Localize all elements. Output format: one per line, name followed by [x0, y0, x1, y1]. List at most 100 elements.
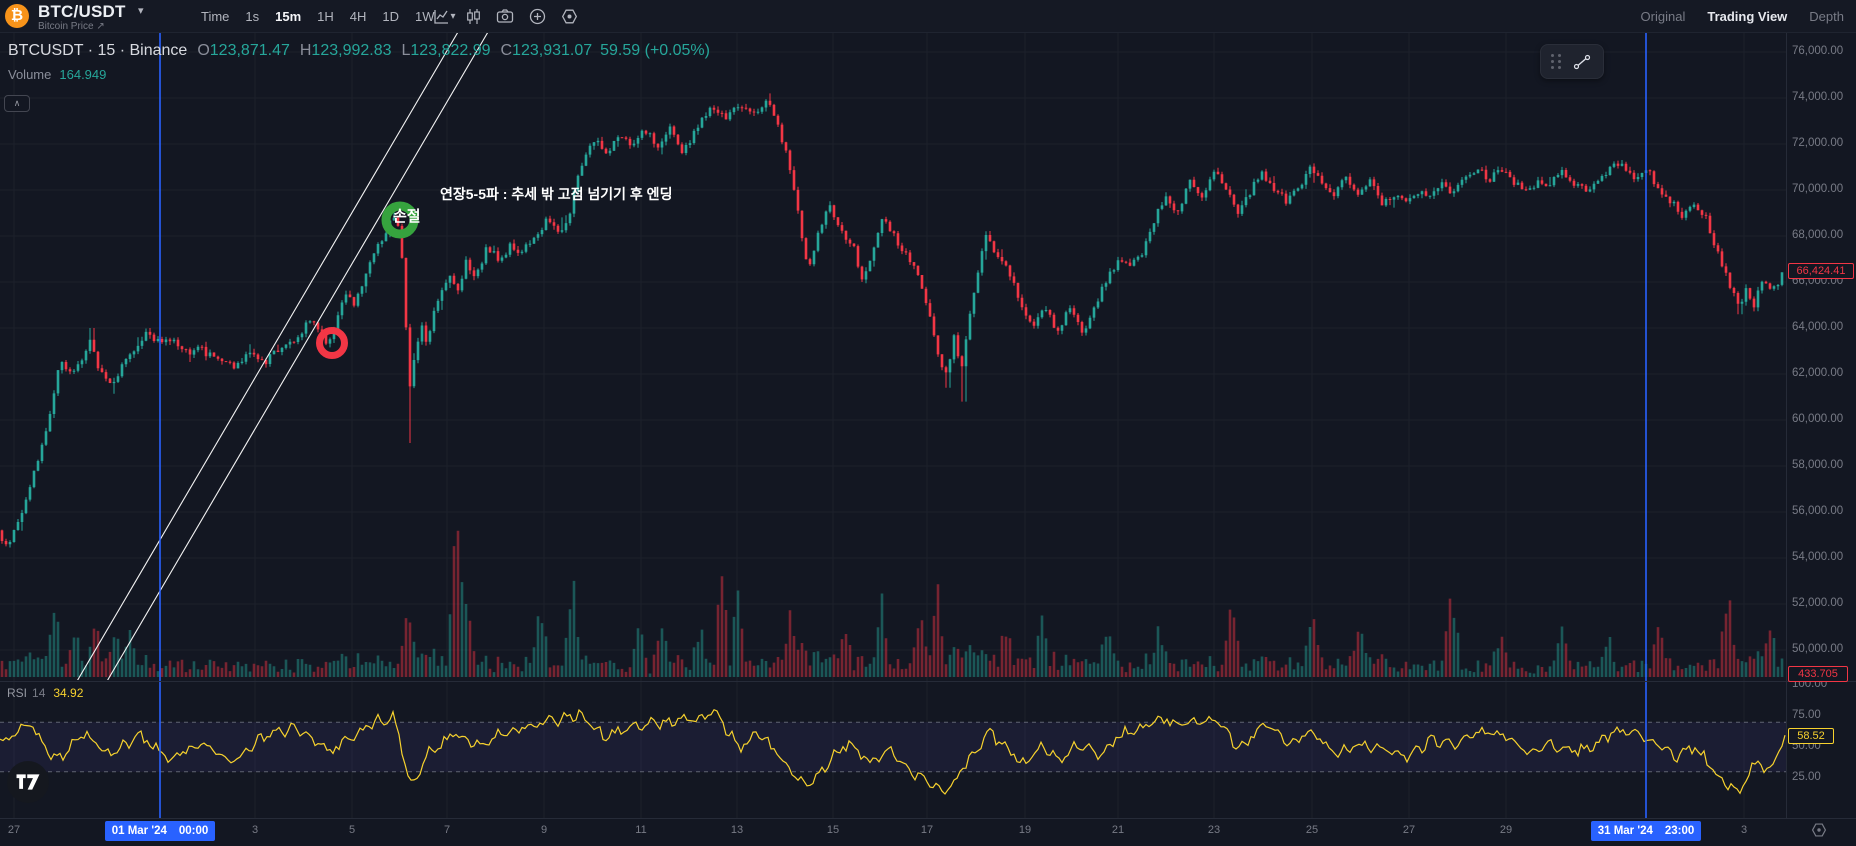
interval-button-1d[interactable]: 1D: [382, 8, 400, 24]
time-axis-tick: 17: [920, 824, 934, 836]
price-axis-tick: 76,000.00: [1792, 45, 1844, 57]
time-axis-tick: 3: [251, 824, 259, 836]
price-axis-tick: 50,000.00: [1792, 643, 1844, 655]
price-axis-tick: 70,000.00: [1792, 183, 1844, 195]
bitcoin-logo-icon: ₿: [5, 4, 29, 28]
tab-trading-view[interactable]: Trading View: [1707, 8, 1788, 24]
rsi-length: 14: [32, 686, 46, 700]
interval-button-1w[interactable]: 1W: [415, 8, 435, 24]
legend-symbol: BTCUSDT · 15 · Binance: [8, 42, 188, 59]
marker-time: 00:00: [178, 825, 209, 837]
time-axis-tick: 3: [1740, 824, 1748, 836]
volume-value: 164.949: [59, 67, 107, 82]
time-marker-label-end[interactable]: 31 Mar '24 23:00: [1591, 821, 1701, 841]
collapse-legend-button[interactable]: ∧: [4, 95, 30, 112]
interval-button-1h[interactable]: 1H: [317, 8, 334, 24]
interval-switcher: Time 1s 15m 1H 4H 1D 1W ▾: [195, 0, 462, 32]
trend-channel-lines[interactable]: [73, 32, 489, 688]
time-axis[interactable]: [0, 819, 1856, 846]
price-axis-tick: 62,000.00: [1792, 367, 1844, 379]
time-axis-tick: 21: [1111, 824, 1125, 836]
price-axis-tick: 72,000.00: [1792, 137, 1844, 149]
interval-dropdown-caret[interactable]: ▾: [450, 10, 456, 22]
settings-gear-icon[interactable]: [556, 3, 582, 29]
camera-snapshot-icon[interactable]: [492, 3, 518, 29]
ohlc-value: 123,992.83: [311, 42, 392, 59]
ohlc-key: C: [500, 42, 513, 59]
external-link-icon: ↗: [96, 21, 105, 32]
marker-date: 31 Mar '24: [1597, 825, 1653, 837]
chart-annotation[interactable]: 손절: [393, 208, 421, 225]
volume-histogram: [0, 530, 1784, 677]
time-axis-border: [0, 818, 1856, 819]
pane-separator[interactable]: [0, 681, 1856, 682]
time-axis-tick: 27: [1402, 824, 1416, 836]
volume-label: Volume: [8, 67, 52, 82]
trend-line-tool-icon[interactable]: [1571, 52, 1593, 72]
time-axis-tick: 15: [826, 824, 840, 836]
chart-legend[interactable]: BTCUSDT · 15 · Binance O123,871.47 H123,99…: [8, 42, 710, 60]
indicator-chart-icon[interactable]: [428, 3, 454, 29]
candlestick-series: [0, 93, 1784, 548]
time-axis-tick: 5: [348, 824, 356, 836]
interval-button-time[interactable]: Time: [201, 8, 230, 24]
add-plus-icon[interactable]: [524, 3, 550, 29]
marker-time: 23:00: [1664, 825, 1695, 837]
tradingview-logo[interactable]: [7, 761, 49, 803]
circle-markers[interactable]: [316, 201, 419, 359]
drag-handle-icon[interactable]: [1550, 54, 1562, 69]
grid-lines: [0, 32, 1786, 818]
price-axis-border: [1786, 32, 1787, 846]
rsi-axis-label: 58.52: [1788, 728, 1834, 744]
rsi-band: [0, 721, 1786, 773]
rsi-axis-tick: 25.00: [1792, 771, 1821, 783]
top-toolbar: ₿ BTC/USDT ▾ Bitcoin Price ↗ Time 1s 15m 1H…: [0, 0, 1856, 33]
time-axis-tick: 7: [443, 824, 451, 836]
symbol-title[interactable]: BTC/USDT: [38, 2, 126, 21]
legend-change: 59.59 (+0.05%): [600, 42, 710, 59]
interval-button-15m[interactable]: 15m: [275, 8, 302, 24]
ohlc-key: H: [299, 42, 312, 59]
time-axis-tick: 9: [540, 824, 548, 836]
view-tab-bar: Original Trading View Depth: [1641, 0, 1844, 32]
chevron-down-icon[interactable]: ▾: [138, 5, 144, 17]
interval-button-1s[interactable]: 1s: [245, 8, 260, 24]
axis-settings-gear-icon[interactable]: [1811, 822, 1827, 843]
candlestick-style-icon[interactable]: [460, 3, 486, 29]
symbol-subtitle[interactable]: Bitcoin Price ↗: [38, 21, 105, 32]
time-axis-tick: 19: [1018, 824, 1032, 836]
ohlc-value: 123,871.47: [209, 42, 290, 59]
tab-original[interactable]: Original: [1640, 8, 1686, 24]
time-axis-tick: 11: [635, 824, 647, 836]
rsi-axis-tick: 75.00: [1792, 709, 1821, 721]
price-axis-tick: 58,000.00: [1792, 459, 1844, 471]
price-axis-tick: 56,000.00: [1792, 505, 1844, 517]
rsi-legend[interactable]: RSI 14 34.92: [7, 686, 83, 700]
vertical-event-lines[interactable]: [159, 32, 1647, 818]
price-axis-tick: 74,000.00: [1792, 91, 1844, 103]
time-axis-tick: 13: [730, 824, 744, 836]
price-axis-tick: 68,000.00: [1792, 229, 1844, 241]
toolbar-icons: [428, 3, 582, 29]
drawing-toolbar-widget[interactable]: [1540, 44, 1604, 79]
price-axis-tick: 54,000.00: [1792, 551, 1844, 563]
time-axis-tick: 25: [1305, 824, 1319, 836]
time-marker-label-start[interactable]: 01 Mar '24 00:00: [105, 821, 215, 841]
rsi-line: [0, 708, 1786, 795]
volume-axis-label: 433.705: [1788, 666, 1848, 682]
ohlc-value: 123,822.99: [410, 42, 491, 59]
price-axis-tick: 60,000.00: [1792, 413, 1844, 425]
time-axis-tick: 23: [1207, 824, 1221, 836]
ohlc-key: O: [197, 42, 210, 59]
volume-legend[interactable]: Volume 164.949: [8, 67, 106, 82]
chart-annotation[interactable]: 연장5-5파 : 추세 밖 고점 넘기기 후 엔딩: [440, 186, 673, 202]
marker-date: 01 Mar '24: [111, 825, 167, 837]
ohlc-value: 123,931.07: [512, 42, 593, 59]
interval-button-4h[interactable]: 4H: [349, 8, 367, 24]
last-price-label: 66,424.41: [1788, 263, 1854, 279]
tab-depth[interactable]: Depth: [1809, 8, 1844, 24]
price-axis-tick: 52,000.00: [1792, 597, 1844, 609]
time-axis-tick: 29: [1499, 824, 1513, 836]
